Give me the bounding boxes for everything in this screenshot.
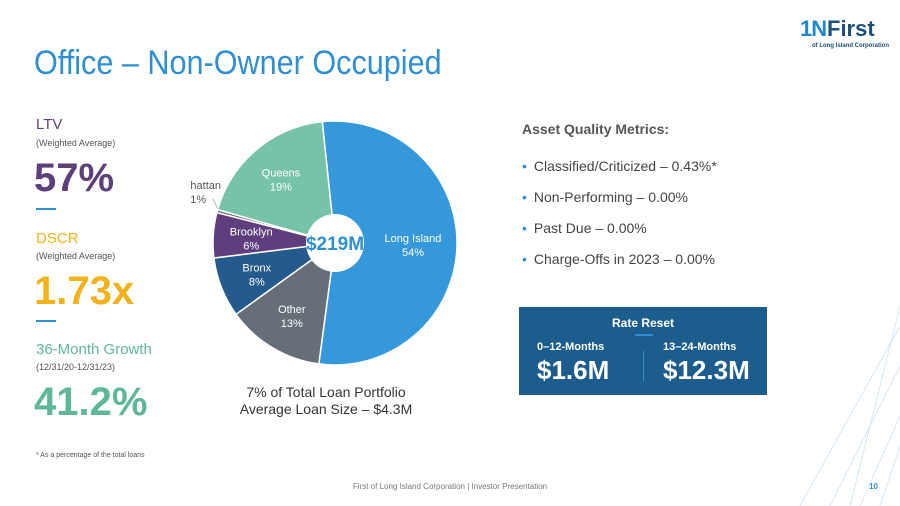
pie-slice-long-island [317,120,458,366]
rate-reset-left-label: 0–12-Months [537,341,605,353]
dscr-sub: (Weighted Average) [36,251,116,261]
region-pie-chart: Long Island 54% Other 13% Bronx 8% Brooklyn 6% M… [190,120,458,366]
divider-dash [36,320,56,322]
growth-label: 36-Month Growth [36,341,152,358]
growth-sub: (12/31/20-12/31/23) [36,362,116,372]
slice-label-manhattan: Manhattan <1% [190,180,221,206]
asset-quality-list: • Classified/Criticized – 0.43%* • Non-Per… [522,158,717,282]
title-underline [635,334,653,336]
ltv-sub: (Weighted Average) [36,138,116,148]
average-loan-size: Average Loan Size – $4.3M [239,401,413,417]
ltv-value: 57% [34,156,115,200]
logo-subtitle: of Long Island Corporation [812,43,889,49]
list-item: • Charge-Offs in 2023 – 0.00% [522,251,715,267]
slice-label-other: Other 13% [278,304,306,330]
slice-label-brooklyn: Brooklyn 6% [230,227,273,253]
rate-reset-right-value: $12.3M [663,355,750,385]
list-item: • Classified/Criticized – 0.43%* [522,158,717,174]
slice-value: <1% [190,194,206,206]
slice-name: Brooklyn [230,227,273,239]
decorative-lines [799,306,900,506]
slice-name: Queens [262,168,301,180]
dscr-value: 1.73x [34,269,135,313]
logo-mark: 1N [800,16,827,41]
ltv-label: LTV [36,116,63,133]
bullet-icon: • [522,158,527,174]
slice-name: Bronx [242,263,271,275]
rate-reset-right-label: 13–24-Months [663,341,737,353]
growth-value: 41.2% [34,380,148,424]
company-logo: 1N First of Long Island Corporation [800,16,896,52]
slice-name: Long Island [385,233,442,245]
divider-dash [36,208,56,210]
rate-reset-box: Rate Reset 0–12-Months $1.6M 13–24-Month… [519,307,767,395]
slice-name: Other [278,304,306,316]
slice-value: 13% [281,318,303,330]
pie-center-label: $219M [306,234,364,255]
pie-slice-other [234,241,336,365]
bullet-icon: • [522,189,527,205]
slice-value: 54% [402,247,424,259]
pie-center [306,214,364,272]
footnote: * As a percentage of the total loans [36,452,145,459]
logo-name: First [827,16,875,41]
column-divider [643,351,644,381]
pie-slice-queens [216,120,336,245]
slice-value: 8% [249,277,265,289]
page-title: Office – Non-Owner Occupied [34,44,442,82]
dscr-label: DSCR [36,230,79,247]
list-item: • Non-Performing – 0.00% [522,189,688,205]
page-number: 10 [869,482,878,491]
bullet-icon: • [522,251,527,267]
portfolio-share: 7% of Total Loan Portfolio [246,384,406,400]
slice-value: 19% [270,182,292,194]
slice-value: 6% [243,241,259,253]
list-item: • Past Due – 0.00% [522,220,647,236]
slice-label-bronx: Bronx 8% [242,263,271,289]
slice-label-long-island: Long Island 54% [385,233,442,259]
asset-quality-title: Asset Quality Metrics: [522,121,670,137]
slice-label-queens: Queens 19% [262,168,301,194]
bullet-icon: • [522,220,527,236]
footer-text: First of Long Island Corporation | Inves… [352,482,548,491]
rate-reset-title: Rate Reset [611,316,675,330]
slice-name: Manhattan [190,180,221,192]
rate-reset-left-value: $1.6M [537,355,610,385]
portfolio-summary: 7% of Total Loan Portfolio Average Loan … [220,384,432,418]
